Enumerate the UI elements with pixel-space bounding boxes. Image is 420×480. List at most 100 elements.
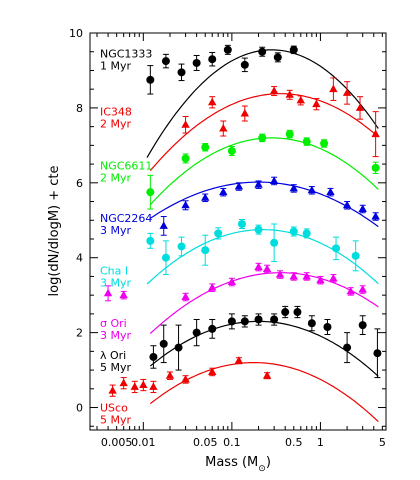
- data-point: [208, 55, 217, 64]
- data-point: [208, 283, 217, 291]
- fit-curve: [149, 362, 379, 423]
- data-point: [214, 229, 223, 238]
- x-tick-label: 0.1: [223, 436, 241, 449]
- data-point: [119, 378, 128, 387]
- data-point: [285, 130, 294, 139]
- data-point: [307, 185, 317, 194]
- x-tick-label: 0.5: [285, 436, 303, 449]
- data-point: [103, 288, 113, 297]
- series-age-label: 5 Myr: [100, 413, 131, 426]
- series-name-label: USco: [100, 401, 128, 414]
- data-point: [281, 308, 290, 317]
- data-point: [159, 339, 168, 348]
- x-tick-label: 0.01: [131, 436, 156, 449]
- data-point: [371, 163, 380, 172]
- data-point: [201, 246, 210, 255]
- y-axis-label: log(dN/dlogM) + cte: [47, 165, 62, 296]
- data-point: [254, 315, 263, 324]
- data-point: [149, 352, 158, 361]
- x-tick-label: 5: [379, 436, 386, 449]
- y-tick-label: 4: [76, 252, 83, 265]
- series-age-label: 2 Myr: [100, 172, 131, 185]
- data-point: [139, 380, 148, 389]
- x-label-text: Mass (M: [205, 455, 258, 470]
- data-point: [108, 386, 117, 394]
- data-point: [219, 124, 228, 132]
- data-point: [146, 75, 155, 84]
- data-point: [289, 183, 298, 192]
- data-point: [258, 47, 267, 56]
- data-point: [351, 251, 360, 260]
- series-name-label: σ Ori: [100, 317, 127, 330]
- data-point: [208, 324, 217, 333]
- data-point: [161, 253, 170, 262]
- series-name-label: Cha I: [100, 265, 128, 278]
- data-point: [240, 317, 249, 326]
- data-point: [234, 356, 244, 364]
- data-point: [227, 146, 236, 155]
- data-point: [269, 86, 279, 95]
- fit-curve: [149, 93, 379, 171]
- data-point: [342, 88, 352, 96]
- data-point: [119, 290, 128, 299]
- data-point: [181, 292, 190, 301]
- data-point: [342, 200, 352, 209]
- data-point: [302, 137, 311, 146]
- data-point: [285, 90, 294, 98]
- data-point: [270, 315, 279, 324]
- data-point: [201, 193, 210, 201]
- data-point: [329, 273, 338, 282]
- data-point: [302, 271, 311, 280]
- series-name-label: λ Ori: [100, 349, 126, 362]
- data-point: [270, 238, 279, 247]
- fit-curve: [149, 272, 379, 334]
- data-point: [234, 182, 244, 190]
- data-point: [293, 308, 302, 317]
- data-point: [371, 129, 380, 138]
- fit-curves: [146, 49, 379, 423]
- data-point: [177, 68, 186, 77]
- data-point: [240, 109, 250, 117]
- data-point: [262, 264, 272, 272]
- data-point: [258, 133, 267, 142]
- data-point: [227, 277, 237, 286]
- data-point: [275, 270, 285, 278]
- data-point: [208, 367, 217, 375]
- plot-frame: [89, 32, 387, 431]
- data-point: [371, 212, 380, 220]
- data-point: [254, 180, 263, 188]
- data-point: [355, 103, 365, 111]
- x-tick-label: 1: [317, 436, 324, 449]
- fit-curve: [149, 181, 379, 228]
- series-name-label: NGC6611: [100, 160, 152, 173]
- data-point: [223, 45, 232, 54]
- x-label-close: ): [266, 455, 271, 470]
- data-point: [329, 84, 338, 93]
- data-point: [289, 227, 298, 236]
- data-point: [192, 58, 201, 67]
- series-age-label: 5 Myr: [100, 361, 131, 374]
- data-point: [332, 244, 341, 253]
- data-point: [219, 187, 228, 196]
- series-name-label: NGC2264: [100, 212, 152, 225]
- data-point: [240, 60, 249, 69]
- y-tick-label: 2: [76, 327, 83, 340]
- data-point: [296, 95, 305, 104]
- data-point: [307, 319, 316, 328]
- data-point: [358, 285, 367, 293]
- y-tick-label: 0: [76, 402, 83, 415]
- data-point: [254, 225, 263, 234]
- data-point: [159, 221, 168, 229]
- data-point: [201, 143, 210, 152]
- data-point: [165, 371, 175, 379]
- y-tick-label: 8: [76, 102, 83, 115]
- y-tick-label: 10: [69, 27, 83, 40]
- data-point: [146, 188, 155, 197]
- series-age-label: 2 Myr: [100, 117, 131, 130]
- x-label-sun-symbol: ⊙: [258, 464, 266, 474]
- data-point: [373, 349, 382, 358]
- fit-curve: [149, 320, 379, 377]
- fit-curve: [149, 137, 379, 206]
- data-point: [181, 200, 190, 209]
